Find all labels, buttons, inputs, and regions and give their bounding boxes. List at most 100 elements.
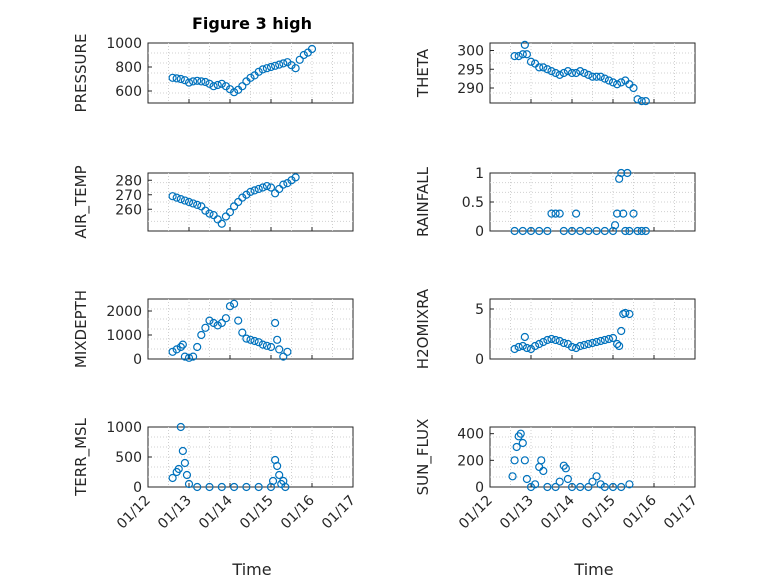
data-point: [176, 342, 185, 352]
data-point: [184, 479, 194, 489]
data-point: [273, 461, 282, 471]
x-tick-label: 01/12: [456, 493, 496, 533]
data-point: [617, 78, 626, 87]
data-point: [217, 79, 226, 88]
subplot-terr_msl: 0 500 1000 01/12 01/13 01/14 01/15 01/16 01/17 TE…: [72, 417, 359, 532]
data-point: [576, 341, 585, 351]
data-point: [526, 226, 536, 236]
y-tick-label: 200: [457, 453, 484, 469]
data-point: [201, 323, 210, 332]
data-point: [555, 477, 564, 486]
data-point: [641, 226, 650, 236]
data-point: [238, 328, 247, 337]
subplot-mixdepth: 0 1000 2000 MIXDEPTH: [72, 290, 354, 368]
y-tick-label: 1: [475, 166, 484, 182]
data-point: [197, 330, 206, 340]
data-point: [510, 456, 519, 465]
x-tick-label: 01/12: [114, 493, 154, 533]
data-point: [539, 63, 548, 72]
data-point: [217, 482, 226, 492]
data-point: [180, 196, 189, 205]
data-point: [262, 64, 271, 73]
data-point: [193, 76, 202, 85]
data-point: [547, 67, 556, 76]
data-point: [258, 65, 267, 74]
y-tick-label: 1000: [106, 328, 142, 344]
data-point: [612, 80, 622, 89]
data-point: [246, 335, 255, 344]
y-tick-label: 800: [115, 60, 142, 76]
data-point: [262, 181, 271, 191]
data-point: [567, 482, 577, 492]
data-point: [596, 480, 605, 489]
data-point: [178, 340, 187, 349]
data-point: [567, 342, 577, 352]
data-point: [625, 309, 634, 319]
data-point: [271, 61, 280, 70]
data-point: [584, 70, 593, 79]
data-point: [266, 62, 276, 72]
data-point: [584, 339, 593, 349]
y-axis-label: MIXDEPTH: [72, 290, 90, 368]
data-point: [576, 482, 585, 492]
data-point: [172, 74, 181, 83]
data-point: [268, 476, 278, 486]
subplot-pressure: 600 800 1000 PRESSURE: [72, 34, 354, 112]
y-tick-label: 1000: [106, 420, 142, 436]
data-point: [176, 74, 185, 84]
data-point: [600, 482, 609, 492]
data-point: [182, 470, 192, 480]
y-tick-label: 300: [457, 44, 484, 60]
x-tick-label: 01/16: [278, 492, 318, 532]
data-point: [172, 193, 181, 202]
y-tick-label: 0: [475, 224, 484, 240]
y-tick-label: 500: [115, 450, 142, 466]
data-point: [213, 215, 222, 224]
data-point: [189, 77, 198, 86]
data-point: [555, 209, 564, 218]
y-tick-label: 600: [115, 84, 142, 100]
data-point: [209, 82, 218, 91]
y-tick-label: 290: [457, 81, 484, 97]
data-point: [510, 52, 519, 61]
y-tick-label: 0: [475, 480, 484, 496]
x-tick-label: 01/15: [237, 493, 277, 533]
data-point: [637, 226, 646, 236]
data-point: [254, 482, 263, 492]
data-point: [592, 472, 601, 481]
data-point: [184, 78, 194, 87]
data-point: [168, 192, 177, 201]
data-point: [563, 474, 573, 484]
data-point: [209, 318, 218, 328]
data-point: [180, 458, 189, 468]
data-point: [543, 335, 552, 345]
data-point: [623, 168, 632, 178]
data-point: [600, 74, 609, 83]
subplot-rainfall: 0 0.5 1 RAINFALL: [414, 166, 696, 240]
data-point: [193, 200, 202, 209]
data-point: [518, 226, 527, 236]
y-axis-label: THETA: [414, 48, 432, 98]
data-point: [551, 335, 560, 345]
x-tick-label: 01/13: [155, 493, 195, 533]
data-point: [561, 464, 570, 473]
data-point: [279, 59, 288, 68]
data-point: [275, 470, 284, 480]
data-point: [592, 226, 601, 236]
data-point: [551, 68, 560, 78]
y-tick-label: 0: [133, 352, 142, 368]
data-point: [555, 70, 564, 79]
data-point: [563, 67, 573, 76]
y-tick-label: 0: [133, 480, 142, 496]
data-point: [535, 226, 544, 236]
data-point: [238, 82, 247, 91]
data-point: [299, 50, 308, 60]
y-tick-label: 5: [475, 302, 484, 318]
y-tick-label: 1000: [106, 36, 142, 52]
data-point: [571, 209, 581, 218]
data-point: [307, 44, 317, 54]
data-point: [567, 68, 577, 78]
data-point: [520, 456, 529, 465]
